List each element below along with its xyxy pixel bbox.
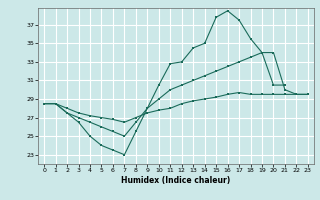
- X-axis label: Humidex (Indice chaleur): Humidex (Indice chaleur): [121, 176, 231, 185]
